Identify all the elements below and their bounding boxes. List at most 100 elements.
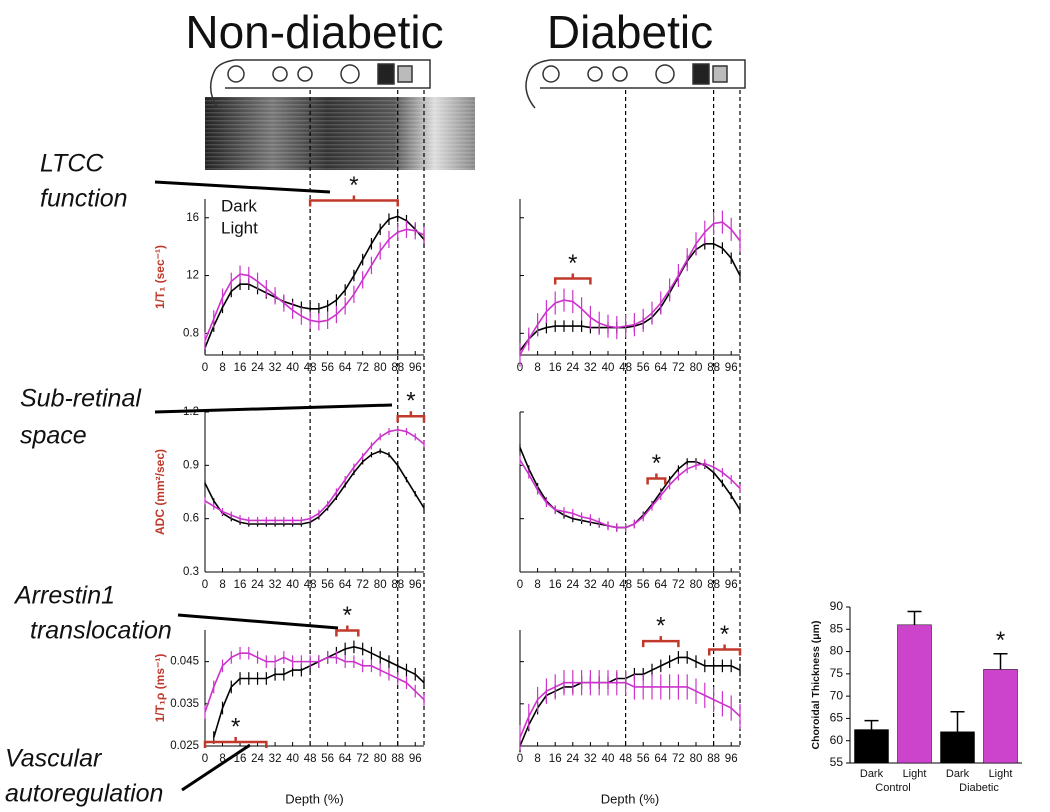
series-line bbox=[204, 450, 425, 525]
significance-bracket bbox=[203, 737, 268, 748]
x-tick-label: 8 bbox=[534, 579, 540, 591]
x-tick-label: 56 bbox=[637, 362, 650, 374]
series-line bbox=[519, 447, 741, 529]
y-axis-label: 1/T₁ (sec⁻¹) bbox=[153, 245, 167, 309]
y-tick-label: 1.2 bbox=[183, 406, 199, 418]
y-tick-label: 16 bbox=[186, 212, 199, 224]
y-tick-label: 60 bbox=[830, 733, 844, 747]
y-tick-label: 0.025 bbox=[170, 740, 199, 752]
x-tick-label: 16 bbox=[549, 579, 562, 591]
significance-label: * bbox=[406, 388, 415, 415]
significance-label: * bbox=[652, 450, 661, 477]
x-tick-label: 56 bbox=[321, 753, 334, 765]
x-tick-label: 24 bbox=[566, 362, 579, 374]
x-tick-label: 88 bbox=[391, 753, 404, 765]
x-tick-label: 64 bbox=[654, 362, 667, 374]
x-tick-label: 72 bbox=[672, 579, 685, 591]
x-tick-label: 32 bbox=[269, 579, 282, 591]
annotation: Arrestin1 bbox=[13, 582, 115, 610]
x-tick-label: 0 bbox=[202, 579, 208, 591]
x-tick-label: 88 bbox=[707, 362, 720, 374]
x-tick-label: 56 bbox=[637, 753, 650, 765]
mri-image bbox=[205, 97, 475, 170]
x-tick-label: 32 bbox=[584, 753, 597, 765]
x-tick-label: 0 bbox=[517, 579, 523, 591]
significance-bracket bbox=[396, 411, 426, 423]
annotation: LTCC bbox=[40, 150, 104, 178]
error-bar bbox=[907, 610, 922, 625]
significance-bracket bbox=[308, 195, 399, 207]
x-tick-label: 0 bbox=[517, 362, 523, 374]
x-tick-label: 40 bbox=[602, 579, 615, 591]
y-tick-label: 65 bbox=[830, 711, 844, 725]
series-line bbox=[519, 221, 741, 356]
x-tick-label: 8 bbox=[219, 753, 225, 765]
x-tick-label: 56 bbox=[637, 579, 650, 591]
bar bbox=[983, 669, 1018, 764]
significance-label: * bbox=[343, 602, 352, 629]
x-tick-label: 8 bbox=[534, 362, 540, 374]
bar bbox=[940, 731, 975, 764]
x-tick-label: 24 bbox=[251, 579, 264, 591]
x-tick-label: 72 bbox=[356, 579, 369, 591]
legend-label: Light bbox=[221, 218, 258, 237]
x-tick-label: 40 bbox=[602, 753, 615, 765]
significance-label: * bbox=[996, 627, 1005, 654]
y-tick-label: 0.3 bbox=[183, 566, 199, 578]
y-tick-label: 0.6 bbox=[183, 513, 199, 525]
x-tick-label: 56 bbox=[321, 362, 334, 374]
x-tick-label: 80 bbox=[374, 579, 387, 591]
x-tick-label: 32 bbox=[269, 753, 282, 765]
legend-label: Dark bbox=[221, 196, 257, 215]
x-tick-label: 96 bbox=[725, 753, 738, 765]
x-tick-label: Dark bbox=[946, 768, 970, 780]
x-tick-label: 48 bbox=[619, 579, 632, 591]
annotation: function bbox=[40, 185, 128, 213]
x-tick-label: 40 bbox=[286, 362, 299, 374]
x-tick-label: 48 bbox=[304, 753, 317, 765]
annotation: space bbox=[20, 422, 87, 450]
x-tick-label: 24 bbox=[566, 753, 579, 765]
y-tick-label: 0.045 bbox=[170, 656, 199, 668]
y-axis-label: Choroidal Thickness (μm) bbox=[810, 621, 822, 750]
x-tick-label: 88 bbox=[707, 579, 720, 591]
x-tick-label: 88 bbox=[391, 579, 404, 591]
y-axis-label: ADC (mm²/sec) bbox=[153, 449, 167, 535]
x-tick-label: Light bbox=[903, 768, 927, 780]
series-line bbox=[204, 652, 425, 713]
x-tick-label: 0 bbox=[517, 753, 523, 765]
group-label: Diabetic bbox=[959, 782, 999, 794]
significance-label: * bbox=[720, 621, 729, 648]
x-axis-label: Depth (%) bbox=[601, 791, 660, 806]
annotation: Vascular bbox=[5, 745, 103, 773]
x-tick-label: 64 bbox=[654, 753, 667, 765]
x-tick-label: 80 bbox=[374, 362, 387, 374]
x-tick-label: 32 bbox=[584, 362, 597, 374]
x-tick-label: 48 bbox=[304, 579, 317, 591]
error-bar bbox=[864, 719, 879, 730]
significance-bracket bbox=[707, 644, 742, 656]
x-tick-label: 56 bbox=[321, 579, 334, 591]
column-title: Diabetic bbox=[547, 6, 713, 58]
significance-bracket bbox=[641, 636, 680, 648]
annotation: translocation bbox=[30, 617, 172, 645]
y-tick-label: 12 bbox=[186, 270, 199, 282]
x-tick-label: 64 bbox=[339, 753, 352, 765]
x-tick-label: 40 bbox=[602, 362, 615, 374]
significance-label: * bbox=[349, 172, 358, 199]
y-tick-label: 85 bbox=[830, 621, 844, 635]
x-tick-label: 0 bbox=[202, 362, 208, 374]
x-tick-label: 0 bbox=[202, 753, 208, 765]
x-tick-label: 48 bbox=[619, 362, 632, 374]
y-tick-label: 0.035 bbox=[170, 698, 199, 710]
x-tick-label: 80 bbox=[690, 753, 703, 765]
x-tick-label: 32 bbox=[269, 362, 282, 374]
y-tick-label: 0.9 bbox=[183, 459, 199, 471]
series-line bbox=[519, 656, 741, 747]
y-tick-label: 55 bbox=[830, 755, 844, 769]
annotation-pointers bbox=[154, 180, 393, 792]
x-tick-label: 88 bbox=[391, 362, 404, 374]
x-tick-label: 96 bbox=[409, 362, 422, 374]
y-tick-label: 90 bbox=[830, 599, 844, 613]
x-tick-label: 24 bbox=[566, 579, 579, 591]
